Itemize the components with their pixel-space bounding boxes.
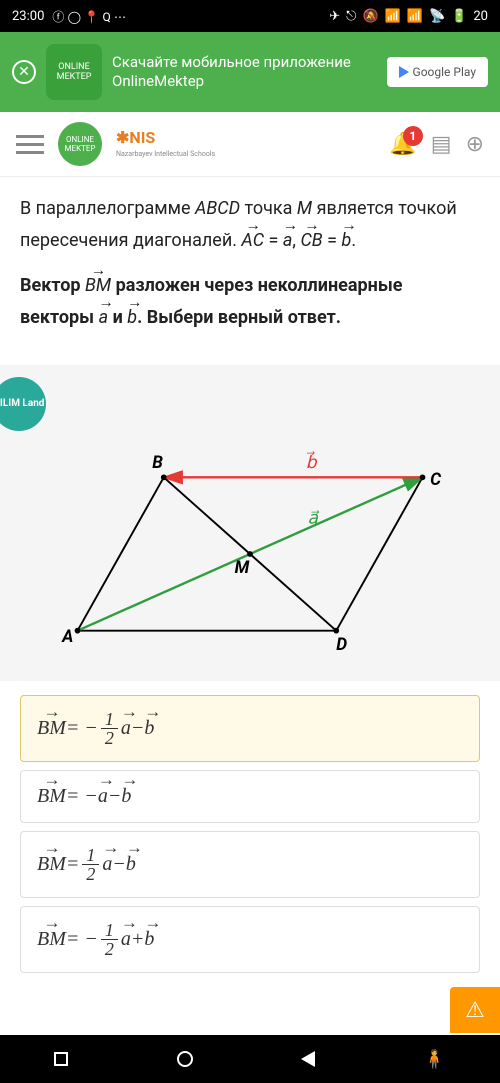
nis-logo: ✱NIS [116, 128, 155, 147]
status-left: 23:00 ⓕ ◯ 📍 Q ⋯ [12, 8, 126, 25]
diagram-container: BILIM Land A B C D M a⃗ b⃗ [0, 365, 500, 681]
problem-content: В параллелограмме ABCD точка M является … [0, 177, 500, 351]
answer-list: BM = − 12 a − b BM = − a − b BM = 12 a −… [0, 695, 500, 1001]
notification-badge: 1 [403, 126, 423, 146]
status-right: ✈ ⎋ 🔕 📶 📶 📡 🔋 20 [329, 9, 488, 24]
signal2-icon: 📶 [407, 9, 423, 24]
menu-button[interactable] [16, 135, 44, 154]
pin-icon: 📍 [84, 10, 99, 24]
back-button[interactable] [301, 1051, 315, 1067]
bilim-land-badge: BILIM Land [0, 377, 46, 431]
bt-icon: ⎋ [346, 9, 356, 24]
answer-option-1[interactable]: BM = − 12 a − b [20, 695, 480, 762]
signal-icon: 📶 [385, 9, 401, 24]
banner-text: Скачайте мобильное приложение OnlineMekt… [112, 53, 377, 92]
language-button[interactable]: ⊕ [466, 132, 484, 157]
battery-icon: 🔋 [451, 9, 467, 24]
google-play-button[interactable]: Google Play [387, 57, 488, 87]
close-banner-button[interactable]: ✕ [12, 60, 36, 84]
parallelogram-diagram: A B C D M a⃗ b⃗ [30, 439, 470, 669]
list-button[interactable]: ▤ [431, 132, 452, 157]
svg-text:C: C [430, 470, 441, 490]
nis-sub: Nazarbayev Intellectual Schools [116, 150, 215, 158]
circle-icon: ◯ [68, 10, 81, 24]
status-app-icons: ⓕ ◯ 📍 Q ⋯ [52, 8, 126, 25]
nis-logo-block: ✱NIS Nazarbayev Intellectual Schools [116, 129, 215, 159]
more-icon: ⋯ [114, 10, 126, 24]
android-nav-bar: 🧍 [0, 1035, 500, 1083]
svg-text:A: A [61, 627, 73, 647]
fb-icon: ⓕ [52, 10, 64, 24]
svg-text:M: M [235, 558, 250, 578]
svg-text:D: D [336, 634, 347, 654]
problem-paragraph-1: В параллелограмме ABCD точка M является … [20, 193, 480, 258]
wifi-icon: 📡 [429, 9, 445, 24]
search-icon: Q [102, 10, 110, 24]
send-icon: ✈ [329, 9, 340, 24]
onlinemektep-logo[interactable]: ONLINE MEKTEP [58, 122, 102, 166]
answer-option-4[interactable]: BM = − 12 a + b [20, 906, 480, 973]
recents-button[interactable] [54, 1052, 68, 1066]
banner-logo: ONLINE MEKTEP [46, 44, 102, 100]
dnd-icon: 🔕 [362, 9, 378, 24]
android-status-bar: 23:00 ⓕ ◯ 📍 Q ⋯ ✈ ⎋ 🔕 📶 📶 📡 🔋 20 [0, 0, 500, 32]
accessibility-button[interactable]: 🧍 [423, 1049, 445, 1070]
google-play-label: Google Play [413, 65, 476, 79]
battery-pct: 20 [473, 9, 488, 24]
svg-text:a⃗: a⃗ [307, 508, 319, 528]
answer-option-2[interactable]: BM = − a − b [20, 770, 480, 823]
report-button[interactable]: ⚠ [450, 987, 500, 1033]
svg-text:b⃗: b⃗ [306, 450, 318, 472]
app-install-banner: ✕ ONLINE MEKTEP Скачайте мобильное прило… [0, 32, 500, 112]
warning-icon: ⚠ [465, 998, 485, 1023]
problem-paragraph-2: Вектор BM разложен через неколлинеарные … [20, 270, 480, 335]
home-button[interactable] [177, 1051, 193, 1067]
clock: 23:00 [12, 9, 44, 24]
svg-text:B: B [152, 452, 163, 472]
google-play-icon [399, 66, 409, 78]
top-nav: ONLINE MEKTEP ✱NIS Nazarbayev Intellectu… [0, 112, 500, 177]
answer-option-3[interactable]: BM = 12 a − b [20, 831, 480, 898]
notifications-button[interactable]: 🔔1 [389, 132, 416, 157]
